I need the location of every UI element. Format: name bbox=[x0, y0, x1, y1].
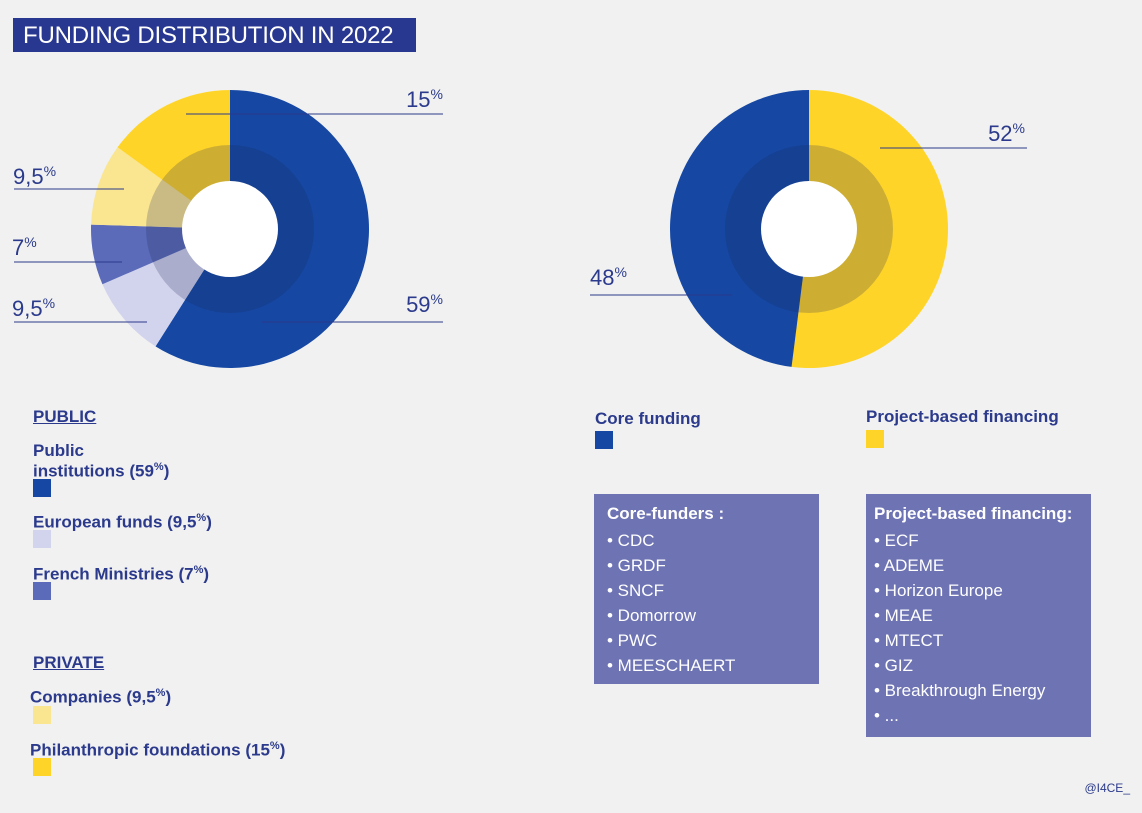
percent-sign: % bbox=[193, 564, 204, 576]
data-label: 7% bbox=[12, 234, 37, 260]
percent-sign: % bbox=[196, 512, 207, 524]
data-label: 48% bbox=[590, 264, 627, 290]
swatch-companies bbox=[33, 706, 51, 724]
data-label: 59% bbox=[406, 291, 443, 317]
list-item: • MEESCHAERT bbox=[607, 656, 736, 675]
legend-paren: ) bbox=[203, 564, 210, 584]
donut-hole bbox=[182, 181, 278, 277]
project-financing-title: Project-based financing: bbox=[874, 504, 1073, 523]
donut-hole bbox=[761, 181, 857, 277]
list-item: • ECF bbox=[874, 531, 919, 550]
legend-core-funding: Core funding bbox=[595, 409, 701, 428]
project-financing-box: Project-based financing: • ECF • ADEME •… bbox=[866, 494, 1091, 737]
legend-label-line: Philanthropic foundations (15 bbox=[30, 740, 270, 760]
slice-core-funding bbox=[670, 90, 809, 367]
core-funders-box: Core-funders : • CDC • GRDF • SNCF • Dom… bbox=[594, 494, 819, 684]
list-item: • Domorrow bbox=[607, 606, 697, 625]
list-item: • Horizon Europe bbox=[874, 581, 1003, 600]
public-heading: PUBLIC bbox=[33, 407, 97, 426]
legend-philanthropic-foundations: Philanthropic foundations (15%) bbox=[30, 738, 285, 759]
legend-label-line: Companies (9,5 bbox=[30, 687, 156, 707]
data-label: 9,5% bbox=[12, 295, 55, 321]
data-label: 9,5% bbox=[13, 163, 56, 189]
project-financing-list: • ECF • ADEME • Horizon Europe • MEAE • … bbox=[874, 528, 1091, 728]
chart-title: FUNDING DISTRIBUTION IN 2022 bbox=[13, 18, 416, 52]
slice-project-based-financing bbox=[791, 90, 948, 368]
swatch-french-ministries bbox=[33, 582, 51, 600]
legend-label-line: institutions (59 bbox=[33, 461, 154, 481]
legend-paren: ) bbox=[206, 512, 212, 532]
data-label: 52% bbox=[988, 120, 1025, 146]
list-item: • CDC bbox=[607, 531, 655, 550]
list-item: • MTECT bbox=[874, 631, 944, 650]
swatch-philanthropic-foundations bbox=[33, 758, 51, 776]
list-item: • ADEME bbox=[874, 556, 945, 575]
legend-project-financing: Project-based financing bbox=[866, 407, 1059, 426]
list-item: • MEAE bbox=[874, 606, 933, 625]
legend-european-funds: European funds (9,5%) bbox=[33, 510, 212, 531]
callouts: 15% 9,5% 7% 9,5% 59% 52% 48% bbox=[12, 86, 1027, 323]
percent-sign: % bbox=[153, 461, 164, 473]
legend-label-line: Public bbox=[33, 441, 85, 460]
data-label: 15% bbox=[406, 86, 443, 112]
percent-sign: % bbox=[269, 740, 280, 752]
legend-label-line: European funds (9,5 bbox=[33, 512, 197, 532]
private-heading: PRIVATE bbox=[33, 653, 105, 672]
list-item: • Breakthrough Energy bbox=[874, 681, 1046, 700]
list-item: • SNCF bbox=[607, 581, 664, 600]
donut-left bbox=[91, 90, 370, 368]
legend-paren: ) bbox=[163, 461, 170, 481]
legend-companies: Companies (9,5%) bbox=[30, 685, 171, 706]
list-item: • GIZ bbox=[874, 656, 914, 675]
swatch-public-institutions bbox=[33, 479, 51, 497]
swatch-project-financing bbox=[866, 430, 884, 448]
donut-right bbox=[670, 90, 948, 368]
list-item: • GRDF bbox=[607, 556, 666, 575]
core-funders-list: • CDC • GRDF • SNCF • Domorrow • PWC • M… bbox=[607, 528, 819, 678]
swatch-european-funds bbox=[33, 530, 51, 548]
legend-public-institutions: Public institutions (59%) bbox=[33, 442, 169, 480]
percent-sign: % bbox=[155, 687, 166, 699]
legend-paren: ) bbox=[165, 687, 172, 707]
list-item: • ... bbox=[874, 706, 899, 725]
credit: @I4CE_ bbox=[1084, 781, 1130, 795]
list-item: • PWC bbox=[607, 631, 658, 650]
legend-label-line: French Ministries (7 bbox=[33, 564, 194, 584]
core-funders-title: Core-funders : bbox=[607, 504, 725, 523]
swatch-core-funding bbox=[595, 431, 613, 449]
legend-paren: ) bbox=[279, 740, 286, 760]
legend-french-ministries: French Ministries (7%) bbox=[33, 562, 209, 583]
